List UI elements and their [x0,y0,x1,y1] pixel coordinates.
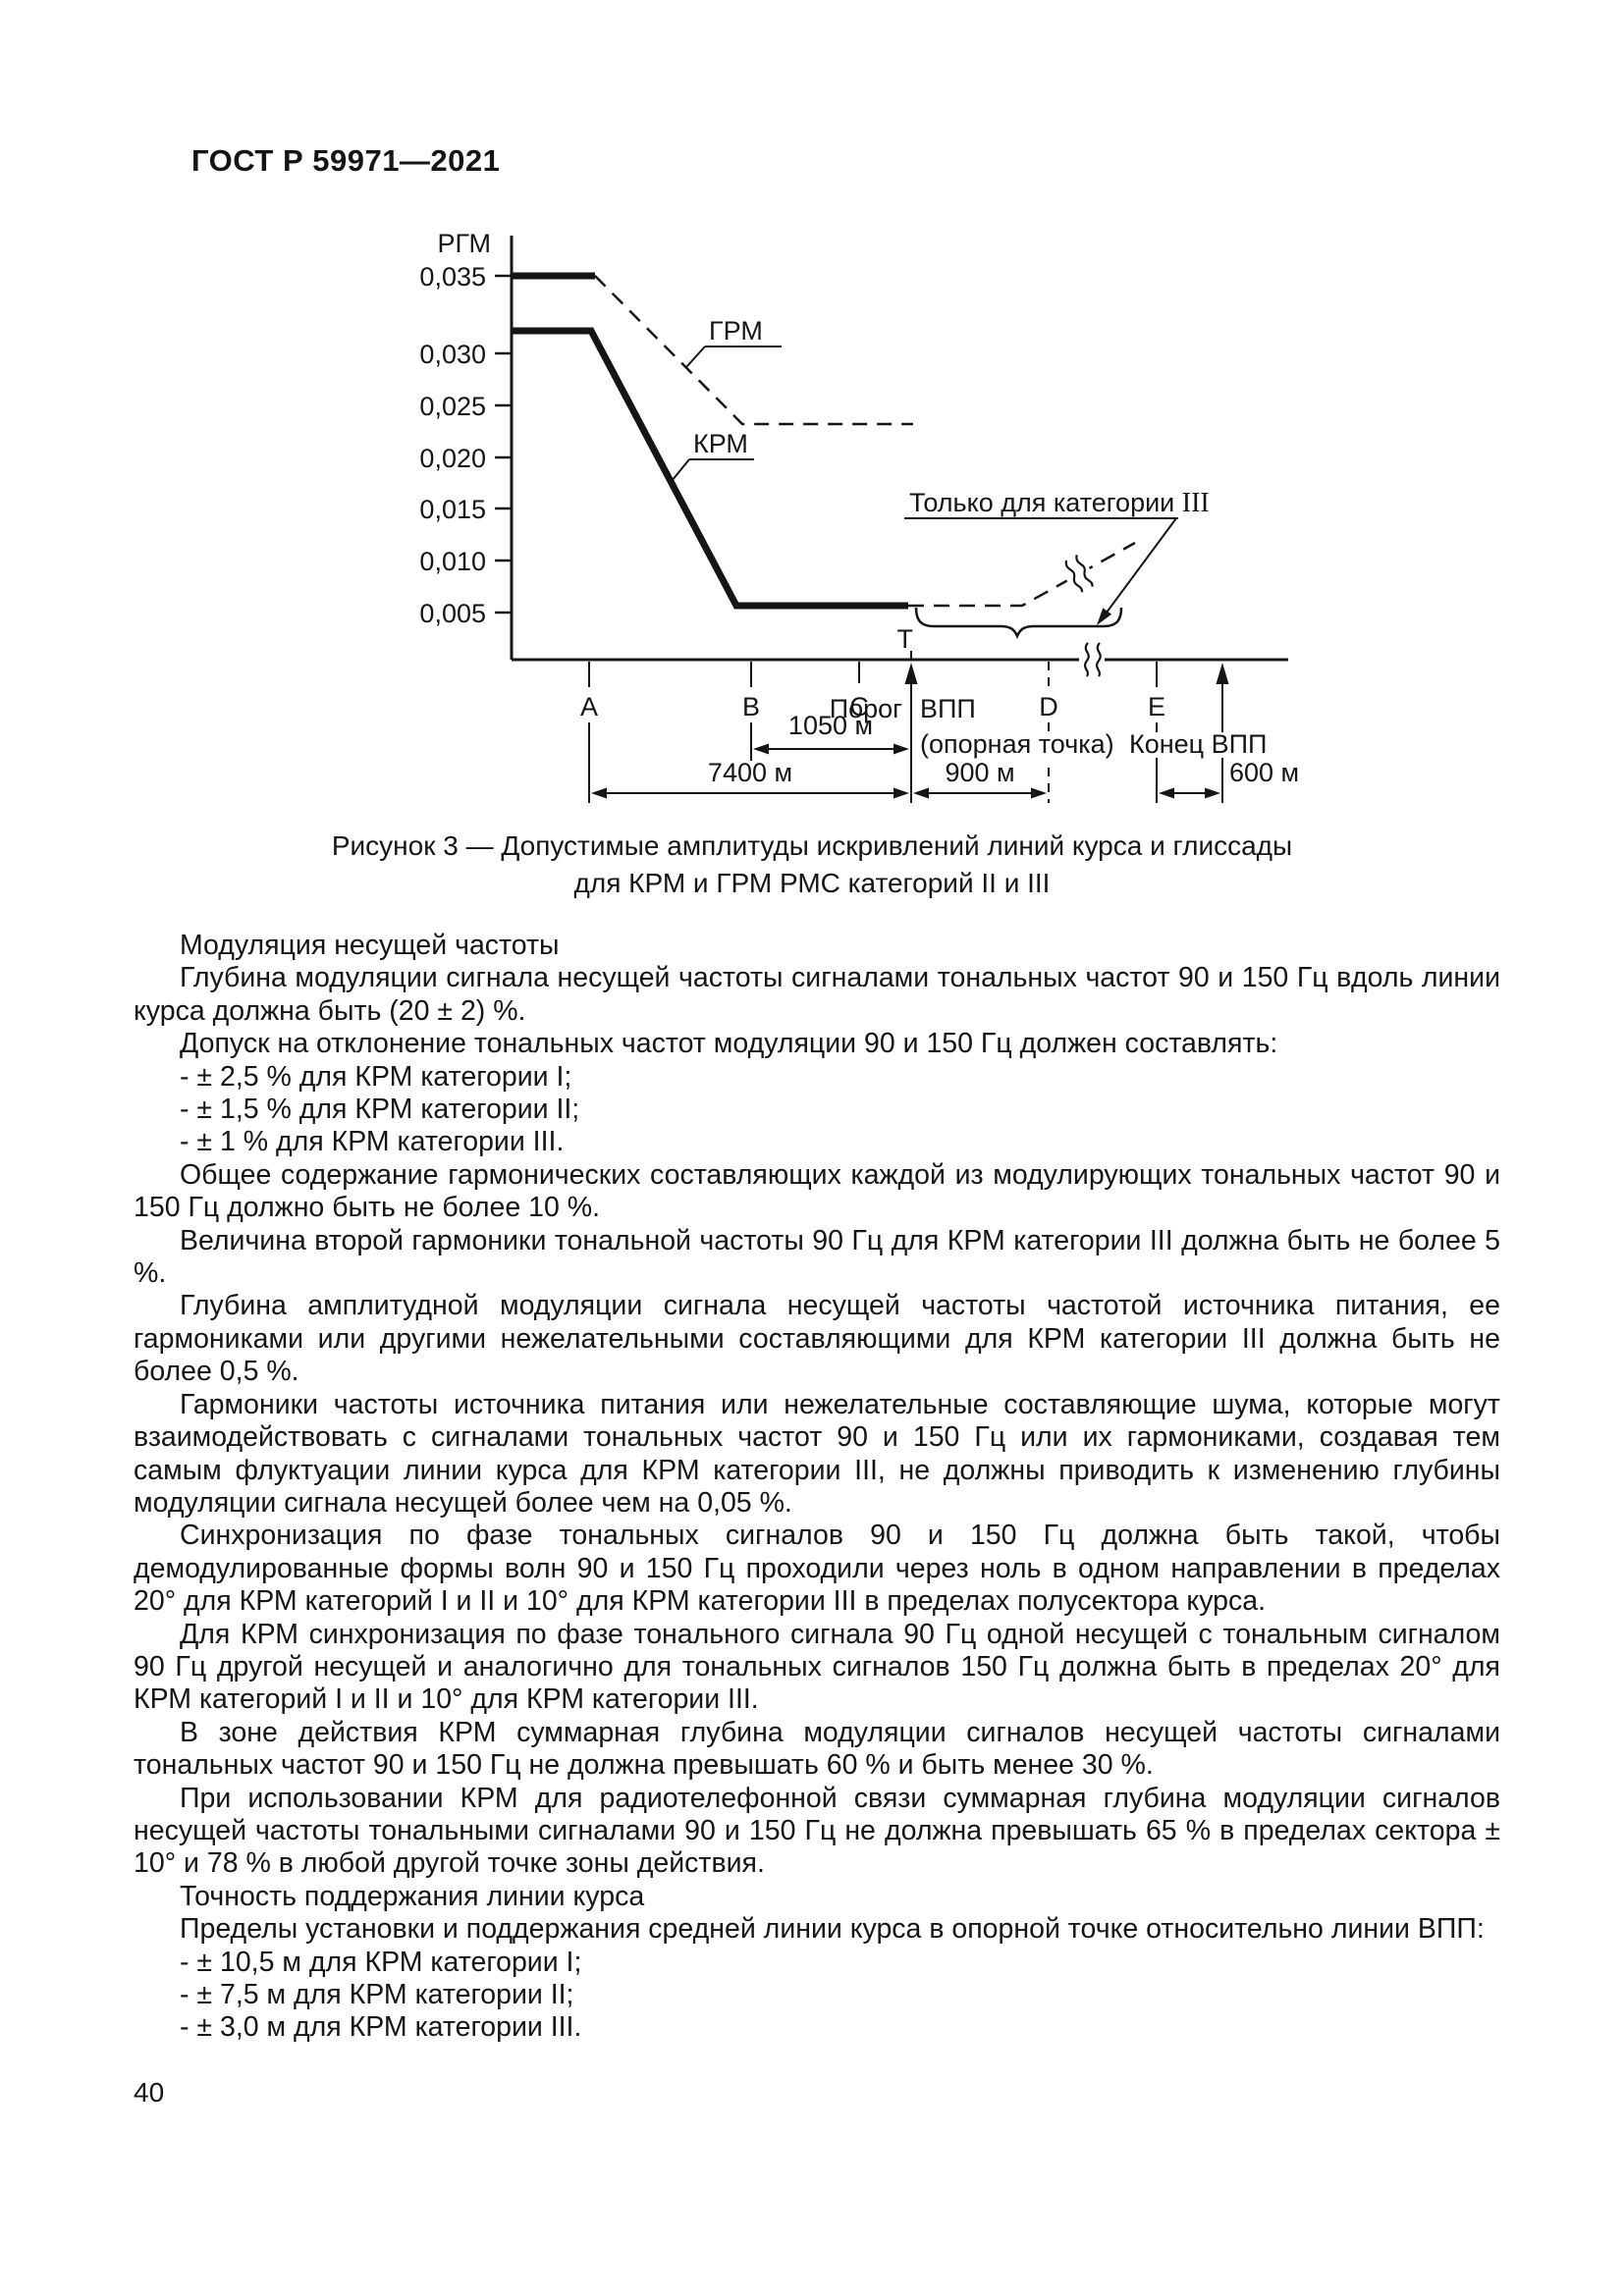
y-tick-0005: 0,005 [419,599,486,628]
body-paragraph: В зоне действия КРМ суммарная глубина мо… [134,1716,1500,1782]
grm-label: ГРМ [709,316,763,346]
axis-break-symbol [1079,642,1105,677]
krm-label-leader [671,458,690,482]
cat3-arrowhead [1097,608,1112,625]
body-paragraph: - ± 1,5 % для КРМ категории II; [180,1094,580,1126]
grm-curve-dashed [594,275,913,426]
threshold-arrowhead [904,663,918,684]
dim-7400-label: 7400 м [708,758,792,787]
x-tick-b: B [742,692,760,721]
runway-end-arrowhead [1216,663,1229,684]
x-tick-e: E [1148,692,1165,721]
y-tick-0025: 0,025 [419,392,486,421]
y-tick-0010: 0,010 [419,547,486,576]
figure-3-diagram: РГМ 0,035 0,030 0,025 0,020 0,015 0,010 … [383,226,1375,815]
body-paragraph: Глубина амплитудной модуляции сигнала не… [134,1290,1500,1388]
x-tick-c: C [849,692,869,721]
body-paragraph: - ± 1 % для КРМ категории III. [180,1126,565,1158]
body-paragraph: - ± 10,5 м для КРМ категории I; [180,1946,582,1978]
body-paragraph: - ± 3,0 м для КРМ категории III. [180,2011,582,2044]
krm-curve-solid [512,327,908,610]
porog-note-label: (опорная точка) [920,729,1114,759]
konets-label-bg [1125,732,1261,758]
y-tick-labels: 0,035 0,030 0,025 0,020 0,015 0,010 0,00… [419,262,486,628]
body-paragraph: - ± 2,5 % для КРМ категории I; [180,1060,572,1093]
body-paragraph: - ± 7,5 м для КРМ категории II; [180,1979,574,2010]
body-paragraph: При использовании КРМ для радиотелефонно… [134,1782,1500,1880]
dim-1050-arrow-left [753,743,769,755]
figure-3-svg: РГМ 0,035 0,030 0,025 0,020 0,015 0,010 … [419,229,1299,803]
body-paragraph: Величина второй гармоники тональной част… [134,1224,1500,1290]
x-tick-a: A [580,692,598,721]
y-tick-0015: 0,015 [419,495,486,524]
grm-label-leader [685,346,706,368]
body-paragraph: Для КРМ синхронизация по фазе тонального… [134,1618,1500,1716]
body-paragraph: Модуляция несущей частоты [180,930,560,961]
body-paragraph: Общее содержание гармонических составляю… [134,1158,1500,1224]
porog-label-word1: Порог [830,694,902,723]
y-tick-0035: 0,035 [419,262,486,292]
body-paragraph: Гармоники частоты источника питания или … [134,1388,1500,1519]
cat3-annotation-text: Только для категории [909,488,1182,517]
dim-7400-arrow-right [893,787,909,799]
body-paragraph: Допуск на отклонение тональных частот мо… [180,1028,1278,1060]
dim-600-arrow-left [1159,787,1174,799]
y-axis-label: РГМ [437,229,491,258]
cat3-annotation-roman: III [1182,488,1210,518]
body-paragraph: Пределы установки и поддержания средней … [180,1913,1485,1946]
konets-label: Конец ВПП [1129,729,1267,759]
dim-1050-label: 1050 м [788,711,873,740]
porog-label-word2: ВПП [920,694,976,723]
body-text: Модуляция несущей частоты Глубина модуля… [134,930,1500,2045]
dim-900-arrow-left [913,787,929,799]
dim-900-label: 900 м [945,758,1014,787]
dim-600-arrow-right [1205,787,1220,799]
curve-break-symbol [1058,553,1098,596]
threshold-t-label: Т [897,624,914,654]
y-tick-0020: 0,020 [419,444,486,473]
y-tick-0030: 0,030 [419,340,486,369]
dim-900-arrow-right [1031,787,1047,799]
page-number: 40 [134,2077,165,2108]
cat3-annotation: Только для категории III [909,488,1210,518]
cat3-arrow-line [1100,517,1177,621]
document-header: ГОСТ Р 59971—2021 [191,143,501,178]
body-paragraph: Точность поддержания линии курса [180,1880,645,1912]
body-paragraph: Глубина модуляции сигнала несущей частот… [134,962,1500,1027]
figure-caption-line1: Рисунок 3 — Допустимые амплитуды искривл… [331,830,1293,861]
x-extension-lines [588,662,1158,803]
figure-caption: Рисунок 3 — Допустимые амплитуды искривл… [0,828,1624,902]
body-paragraph: Синхронизация по фазе тональных сигналов… [134,1520,1500,1618]
dim-1050-arrow-right [893,743,909,755]
figure-caption-line2: для КРМ и ГРМ РМС категорий II и III [573,868,1051,898]
y-tick-marks [495,274,512,614]
x-tick-d: D [1039,692,1058,721]
dim-7400-arrow-left [591,787,607,799]
x-tick-labels: A B C D E [580,692,1165,721]
krm-label: КРМ [693,429,748,458]
dim-600-label: 600 м [1229,758,1299,787]
krm-curve-dashed-cat3 [908,541,1136,608]
zone-brace [914,607,1123,640]
